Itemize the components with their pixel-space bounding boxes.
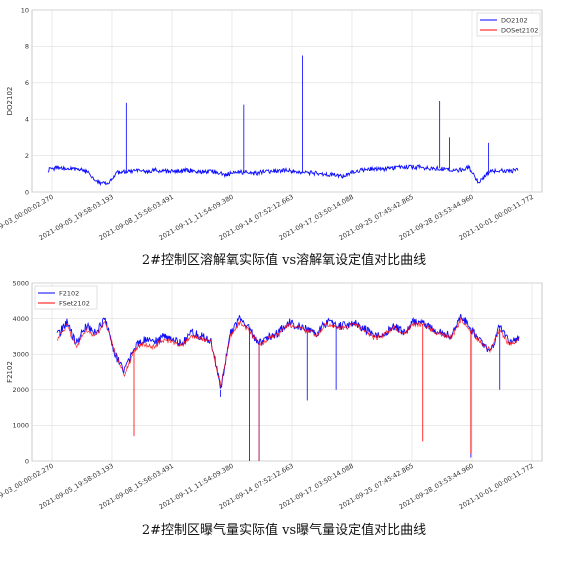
y-tick-label: 3000	[12, 351, 29, 359]
airflow-chart: 0 1000 2000 3000 4000 5000 2021-09-03_00:00:0…	[0, 279, 543, 538]
plot-frame	[31, 9, 543, 193]
legend-series-1: DO2102	[501, 17, 528, 25]
plot-frame	[31, 282, 543, 462]
do-chart: 0 2 4 6 8 10 2021-09-03_00:00:02.2702021-09-0…	[0, 6, 543, 268]
y-axis-label: DO2102	[6, 87, 14, 116]
x-ticks: 2021-09-03_00:00:02.2702021-09-05_19:58:…	[0, 462, 535, 511]
y-tick-label: 1000	[12, 422, 29, 430]
series-line-1	[56, 314, 520, 389]
y-tick-label: 4000	[12, 315, 29, 323]
y-tick-label: 10	[21, 6, 29, 14]
y-ticks: 0 2 4 6 8 10	[21, 6, 29, 196]
y-tick-label: 2	[25, 152, 29, 160]
series-lines	[56, 314, 520, 461]
legend-series-2: FSet2102	[59, 300, 90, 308]
chart-title: 2#控制区曝气量实际值 vs曝气量设定值对比曲线	[142, 522, 426, 538]
grid	[32, 282, 542, 462]
grid	[32, 9, 542, 193]
y-tick-label: 5000	[12, 279, 29, 287]
legend[interactable]: F2102 FSet2102	[34, 285, 98, 310]
x-ticks: 2021-09-03_00:00:02.2702021-09-05_19:58:…	[0, 193, 535, 242]
series-lines	[47, 55, 519, 187]
legend-series-1: F2102	[59, 290, 79, 298]
chart-title: 2#控制区溶解氧实际值 vs溶解氧设定值对比曲线	[142, 252, 426, 268]
y-axis-label: F2102	[6, 361, 14, 383]
y-tick-label: 6	[25, 79, 29, 87]
legend[interactable]: DO2102 DOSet2102	[476, 12, 541, 37]
y-tick-label: 2000	[12, 386, 29, 394]
y-tick-label: 4	[25, 116, 29, 124]
y-tick-label: 0	[25, 188, 29, 196]
y-ticks: 0 1000 2000 3000 4000 5000	[12, 279, 29, 465]
y-tick-label: 0	[25, 457, 29, 465]
y-tick-label: 8	[25, 43, 29, 51]
legend-series-2: DOSet2102	[501, 27, 538, 35]
